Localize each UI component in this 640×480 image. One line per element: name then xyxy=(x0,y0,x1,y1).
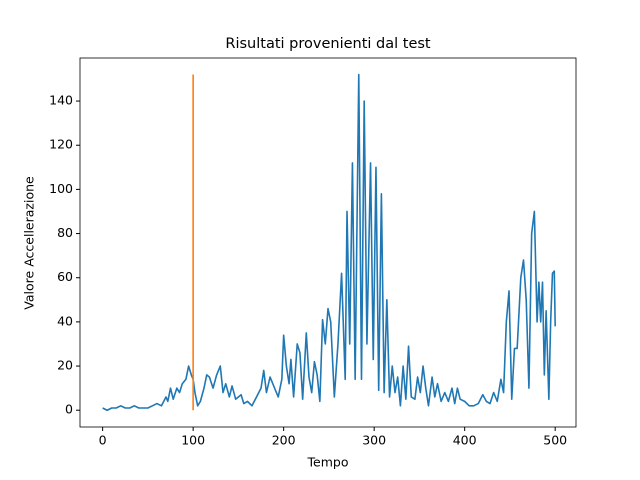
y-tick-label: 40 xyxy=(57,313,73,328)
x-tick-label: 200 xyxy=(272,433,296,448)
x-tick-label: 500 xyxy=(543,433,567,448)
y-tick-label: 120 xyxy=(49,137,73,152)
x-tick-label: 0 xyxy=(99,433,107,448)
chart-title: Risultati provenienti dal test xyxy=(225,36,431,52)
x-tick-label: 300 xyxy=(362,433,386,448)
plot-frame xyxy=(79,57,577,428)
x-tick-label: 400 xyxy=(453,433,477,448)
y-axis-label: Valore Accellerazione xyxy=(22,176,37,310)
y-tick-label: 60 xyxy=(57,269,73,284)
y-tick-label: 100 xyxy=(49,181,73,196)
y-tick-label: 80 xyxy=(57,225,73,240)
y-tick-label: 140 xyxy=(49,93,73,108)
x-axis-label: Tempo xyxy=(307,455,349,470)
x-tick-label: 100 xyxy=(181,433,205,448)
data-line xyxy=(102,73,556,412)
y-tick-label: 20 xyxy=(57,358,73,373)
y-tick-label: 0 xyxy=(65,402,73,417)
